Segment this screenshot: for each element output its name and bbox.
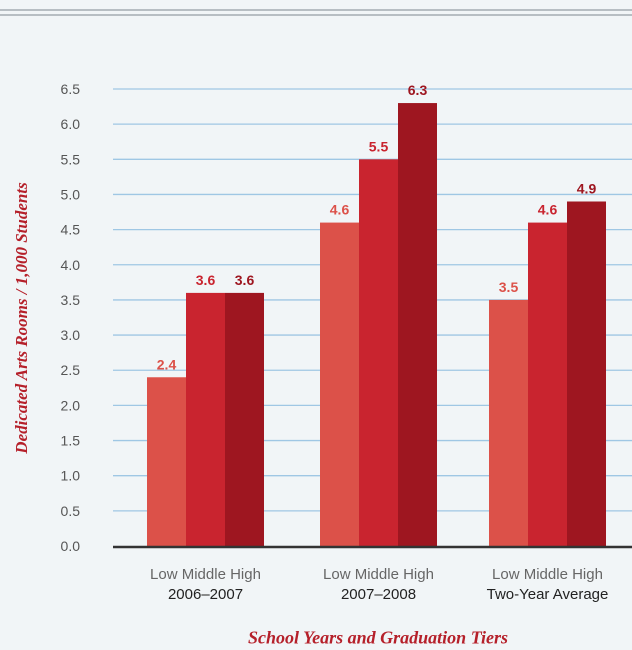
- data-label: 2.4: [157, 356, 177, 372]
- x-axis-label: School Years and Graduation Tiers: [247, 627, 509, 648]
- bar-low: [147, 377, 186, 546]
- y-tick-label: 6.5: [61, 81, 81, 97]
- data-label: 4.6: [538, 202, 558, 218]
- data-label: 3.6: [196, 272, 216, 288]
- bar-low: [320, 222, 359, 547]
- group-label: 2007–2008: [341, 586, 416, 603]
- data-label: 3.5: [499, 279, 519, 295]
- data-label: 4.6: [330, 202, 350, 218]
- group-label: 2006–2007: [168, 586, 243, 603]
- y-tick-label: 2.5: [61, 362, 81, 378]
- y-tick-label: 4.5: [61, 222, 81, 238]
- bar-middle: [186, 292, 225, 546]
- y-tick-label: 5.0: [61, 186, 81, 202]
- y-tick-label: 1.5: [61, 433, 81, 449]
- y-tick-label: 0.5: [61, 503, 81, 519]
- data-label: 5.5: [369, 138, 389, 154]
- y-tick-label: 0.0: [61, 538, 81, 554]
- tier-labels: Low Middle High: [492, 566, 603, 583]
- data-label: 4.9: [577, 180, 597, 196]
- bar-middle: [528, 222, 567, 547]
- tier-labels: Low Middle High: [323, 566, 434, 583]
- top-rule-2: [0, 14, 632, 16]
- y-tick-label: 1.0: [61, 468, 81, 484]
- bar-low: [489, 299, 528, 546]
- y-axis-label: Dedicated Arts Rooms / 1,000 Students: [12, 182, 31, 454]
- tier-labels: Low Middle High: [150, 566, 261, 583]
- y-tick-label: 3.5: [61, 292, 81, 308]
- y-tick-label: 6.0: [61, 116, 81, 132]
- data-label: 6.3: [408, 82, 428, 98]
- data-label: 3.6: [235, 272, 255, 288]
- bar-middle: [359, 159, 398, 547]
- top-rule-1: [0, 9, 632, 11]
- y-tick-label: 3.0: [61, 327, 81, 343]
- bar-high: [398, 103, 437, 547]
- bar-high: [225, 292, 264, 546]
- y-tick-label: 5.5: [61, 151, 81, 167]
- bar-high: [567, 201, 606, 546]
- y-tick-label: 2.0: [61, 397, 81, 413]
- y-tick-label: 4.0: [61, 257, 81, 273]
- group-label: Two-Year Average: [487, 586, 609, 603]
